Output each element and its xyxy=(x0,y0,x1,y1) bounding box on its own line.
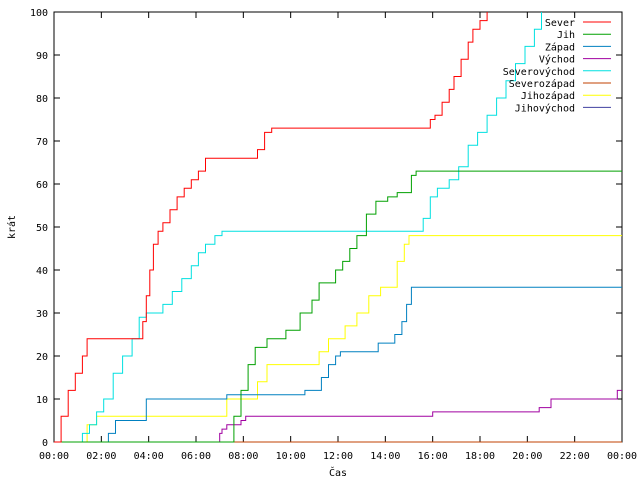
y-tick-label: 80 xyxy=(36,94,48,105)
legend-label-7: Jihovýchod xyxy=(515,102,575,114)
y-tick-label: 60 xyxy=(36,180,48,191)
series-line-0 xyxy=(54,12,488,443)
x-tick-label: 06:00 xyxy=(181,451,211,462)
x-tick-label: 02:00 xyxy=(86,451,116,462)
series-line-2 xyxy=(54,286,622,443)
x-tick-label: 22:00 xyxy=(560,451,590,462)
y-tick-label: 10 xyxy=(36,395,48,406)
y-tick-label: 100 xyxy=(30,8,48,19)
legend-label-3: Východ xyxy=(539,54,575,66)
axis-ticks: 0 10 20 30 40 50 60 70 80 90 100 00:00 02:00 04:00 06:… xyxy=(30,8,637,462)
y-tick-label: 40 xyxy=(36,266,48,277)
legend-label-2: Západ xyxy=(545,41,575,53)
series-line-1 xyxy=(54,170,622,443)
x-tick-label: 20:00 xyxy=(512,451,542,462)
x-tick-label: 00:00 xyxy=(607,451,637,462)
legend-label-0: Sever xyxy=(545,18,575,29)
x-axis-label: Čas xyxy=(329,466,347,479)
y-tick-label: 20 xyxy=(36,352,48,363)
y-tick-label: 0 xyxy=(42,438,48,449)
series-line-3 xyxy=(54,389,622,443)
x-tick-label: 00:00 xyxy=(39,451,69,462)
legend-label-1: Jih xyxy=(557,30,575,41)
y-tick-label: 50 xyxy=(36,223,48,234)
x-tick-label: 10:00 xyxy=(276,451,306,462)
legend-label-6: Jihozápad xyxy=(521,90,575,102)
legend-label-4: Severovýchod xyxy=(503,66,575,78)
legend: SeverJihZápadVýchodSeverovýchodSeverozáp… xyxy=(503,18,611,114)
x-tick-label: 04:00 xyxy=(134,451,164,462)
series-line-4 xyxy=(54,12,542,443)
y-axis-label: krát xyxy=(6,215,18,239)
x-tick-label: 12:00 xyxy=(323,451,353,462)
series-line-6 xyxy=(54,235,622,443)
series-lines xyxy=(54,12,622,443)
x-tick-label: 08:00 xyxy=(228,451,258,462)
y-tick-label: 90 xyxy=(36,51,48,62)
x-tick-label: 14:00 xyxy=(370,451,400,462)
y-tick-label: 70 xyxy=(36,137,48,148)
x-tick-label: 16:00 xyxy=(418,451,448,462)
y-tick-label: 30 xyxy=(36,309,48,320)
x-tick-label: 18:00 xyxy=(465,451,495,462)
legend-label-5: Severozápad xyxy=(509,78,575,90)
